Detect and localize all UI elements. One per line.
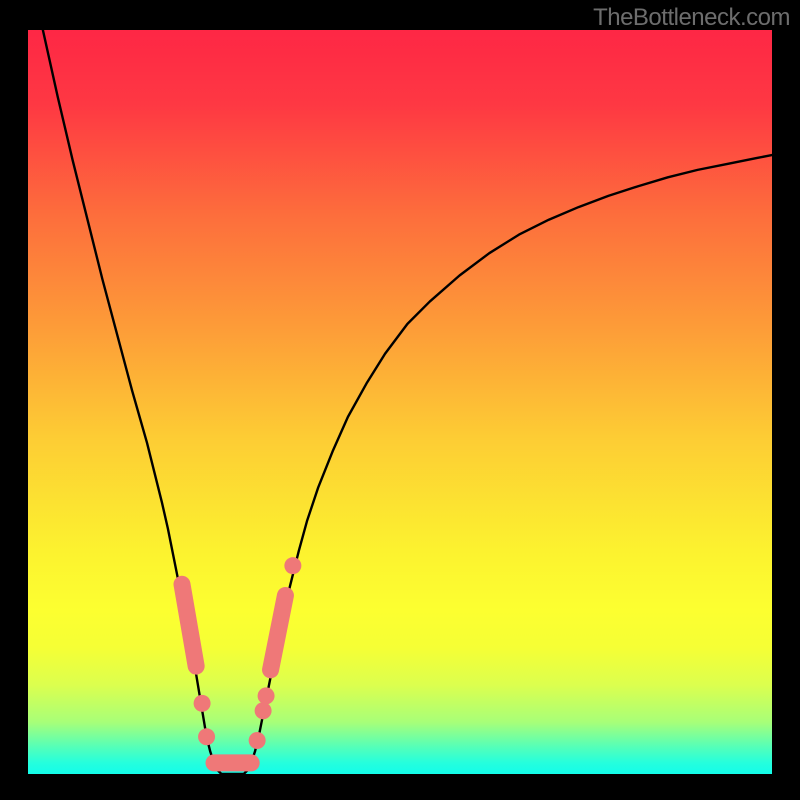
watermark-text: TheBottleneck.com [593, 4, 790, 32]
plot-area [28, 30, 772, 774]
chart-svg [28, 30, 772, 774]
chart-frame: TheBottleneck.com [0, 0, 800, 800]
